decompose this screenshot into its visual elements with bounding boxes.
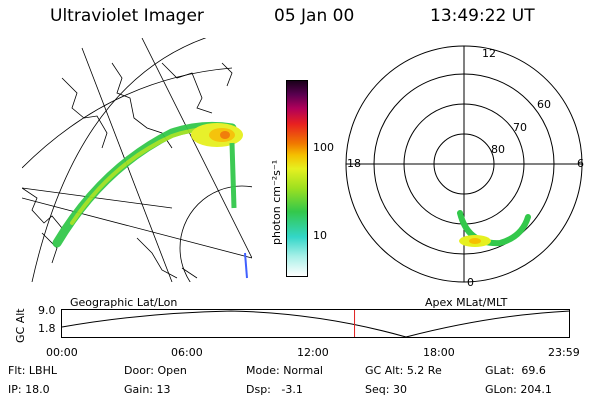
- orbit-xtick-2359: 23:59: [548, 346, 580, 359]
- door-value: Open: [157, 364, 187, 377]
- info-glon: GLon: 204.1: [485, 383, 552, 396]
- image-date: 05 Jan 00: [274, 6, 355, 26]
- geographic-map: [22, 38, 252, 282]
- left-map-label: Geographic Lat/Lon: [70, 296, 178, 309]
- gain-label: Gain:: [124, 383, 153, 396]
- gcalt-label: GC Alt:: [365, 364, 404, 377]
- dsp-value: -3.1: [281, 383, 303, 396]
- info-dsp: Dsp: -3.1: [246, 383, 303, 396]
- orbit-xtick-0600: 06:00: [171, 346, 203, 359]
- image-time: 13:49:22 UT: [430, 6, 535, 26]
- earth-limb-outer: [31, 38, 207, 282]
- orbit-ytick-low: 1.8: [38, 322, 56, 335]
- orbit-xtick-1200: 12:00: [297, 346, 329, 359]
- glon-label: GLon:: [485, 383, 517, 396]
- altitude-curve: [61, 310, 571, 338]
- seq-value: 30: [392, 383, 407, 396]
- latitude-line: [22, 197, 252, 259]
- orbit-ytick-high: 9.0: [38, 304, 56, 317]
- lat-label-80: 80: [491, 143, 505, 156]
- info-seq: Seq: 30: [365, 383, 407, 396]
- polar-mlat-mlt-plot: [345, 45, 583, 283]
- door-label: Door:: [124, 364, 154, 377]
- coastline: [136, 237, 178, 279]
- pole-circle: [179, 185, 252, 282]
- coastline: [111, 62, 173, 149]
- coastline: [221, 62, 233, 87]
- aurora-oval-emission: [457, 210, 531, 247]
- info-flt: Flt: LBHL: [8, 364, 57, 377]
- flt-value: LBHL: [28, 364, 57, 377]
- info-glat: GLat: 69.6: [485, 364, 546, 377]
- latitude-line: [22, 187, 173, 209]
- mode-value: Normal: [283, 364, 323, 377]
- gain-value: 13: [156, 383, 171, 396]
- info-door: Door: Open: [124, 364, 187, 377]
- footprint-line: [244, 252, 248, 279]
- info-gcalt: GC Alt: 5.2 Re: [365, 364, 442, 377]
- colorbar-tick-10: 10: [313, 229, 327, 242]
- orbit-xtick-1800: 18:00: [423, 346, 455, 359]
- aurora-emission: [52, 121, 243, 248]
- mlt-label-0: 0: [467, 276, 474, 289]
- lat-label-70: 70: [513, 121, 527, 134]
- colorbar-tick-100: 100: [313, 141, 334, 154]
- glon-value: 204.1: [520, 383, 552, 396]
- gcalt-value: 5.2 Re: [406, 364, 442, 377]
- mode-label: Mode:: [246, 364, 280, 377]
- mlt-label-12: 12: [482, 47, 496, 60]
- ip-label: IP:: [8, 383, 22, 396]
- coastline: [181, 267, 198, 279]
- dsp-label: Dsp:: [246, 383, 271, 396]
- info-mode: Mode: Normal: [246, 364, 323, 377]
- coastline: [22, 187, 63, 229]
- orbit-altitude-panel: [61, 309, 571, 338]
- intensity-colorbar: [286, 80, 308, 277]
- info-ip: IP: 18.0: [8, 383, 50, 396]
- orbit-ylabel: GC Alt: [14, 308, 27, 343]
- info-gain: Gain: 13: [124, 383, 171, 396]
- glat-value: 69.6: [521, 364, 546, 377]
- lat-label-60: 60: [537, 98, 551, 111]
- orbit-xtick-0000: 00:00: [46, 346, 78, 359]
- coastline: [161, 62, 213, 114]
- mlt-label-18: 18: [347, 157, 361, 170]
- glat-label: GLat:: [485, 364, 515, 377]
- colorbar-unit-label: photon cm⁻²s⁻¹: [270, 159, 283, 245]
- flt-label: Flt:: [8, 364, 26, 377]
- coastline: [61, 77, 108, 149]
- meridian-line: [141, 38, 252, 259]
- mlt-label-6: 6: [577, 157, 584, 170]
- ip-value: 18.0: [25, 383, 50, 396]
- seq-label: Seq:: [365, 383, 390, 396]
- app-title: Ultraviolet Imager: [50, 6, 204, 26]
- latitude-line: [22, 67, 233, 169]
- right-map-label: Apex MLat/MLT: [425, 296, 508, 309]
- coastline: [41, 232, 58, 264]
